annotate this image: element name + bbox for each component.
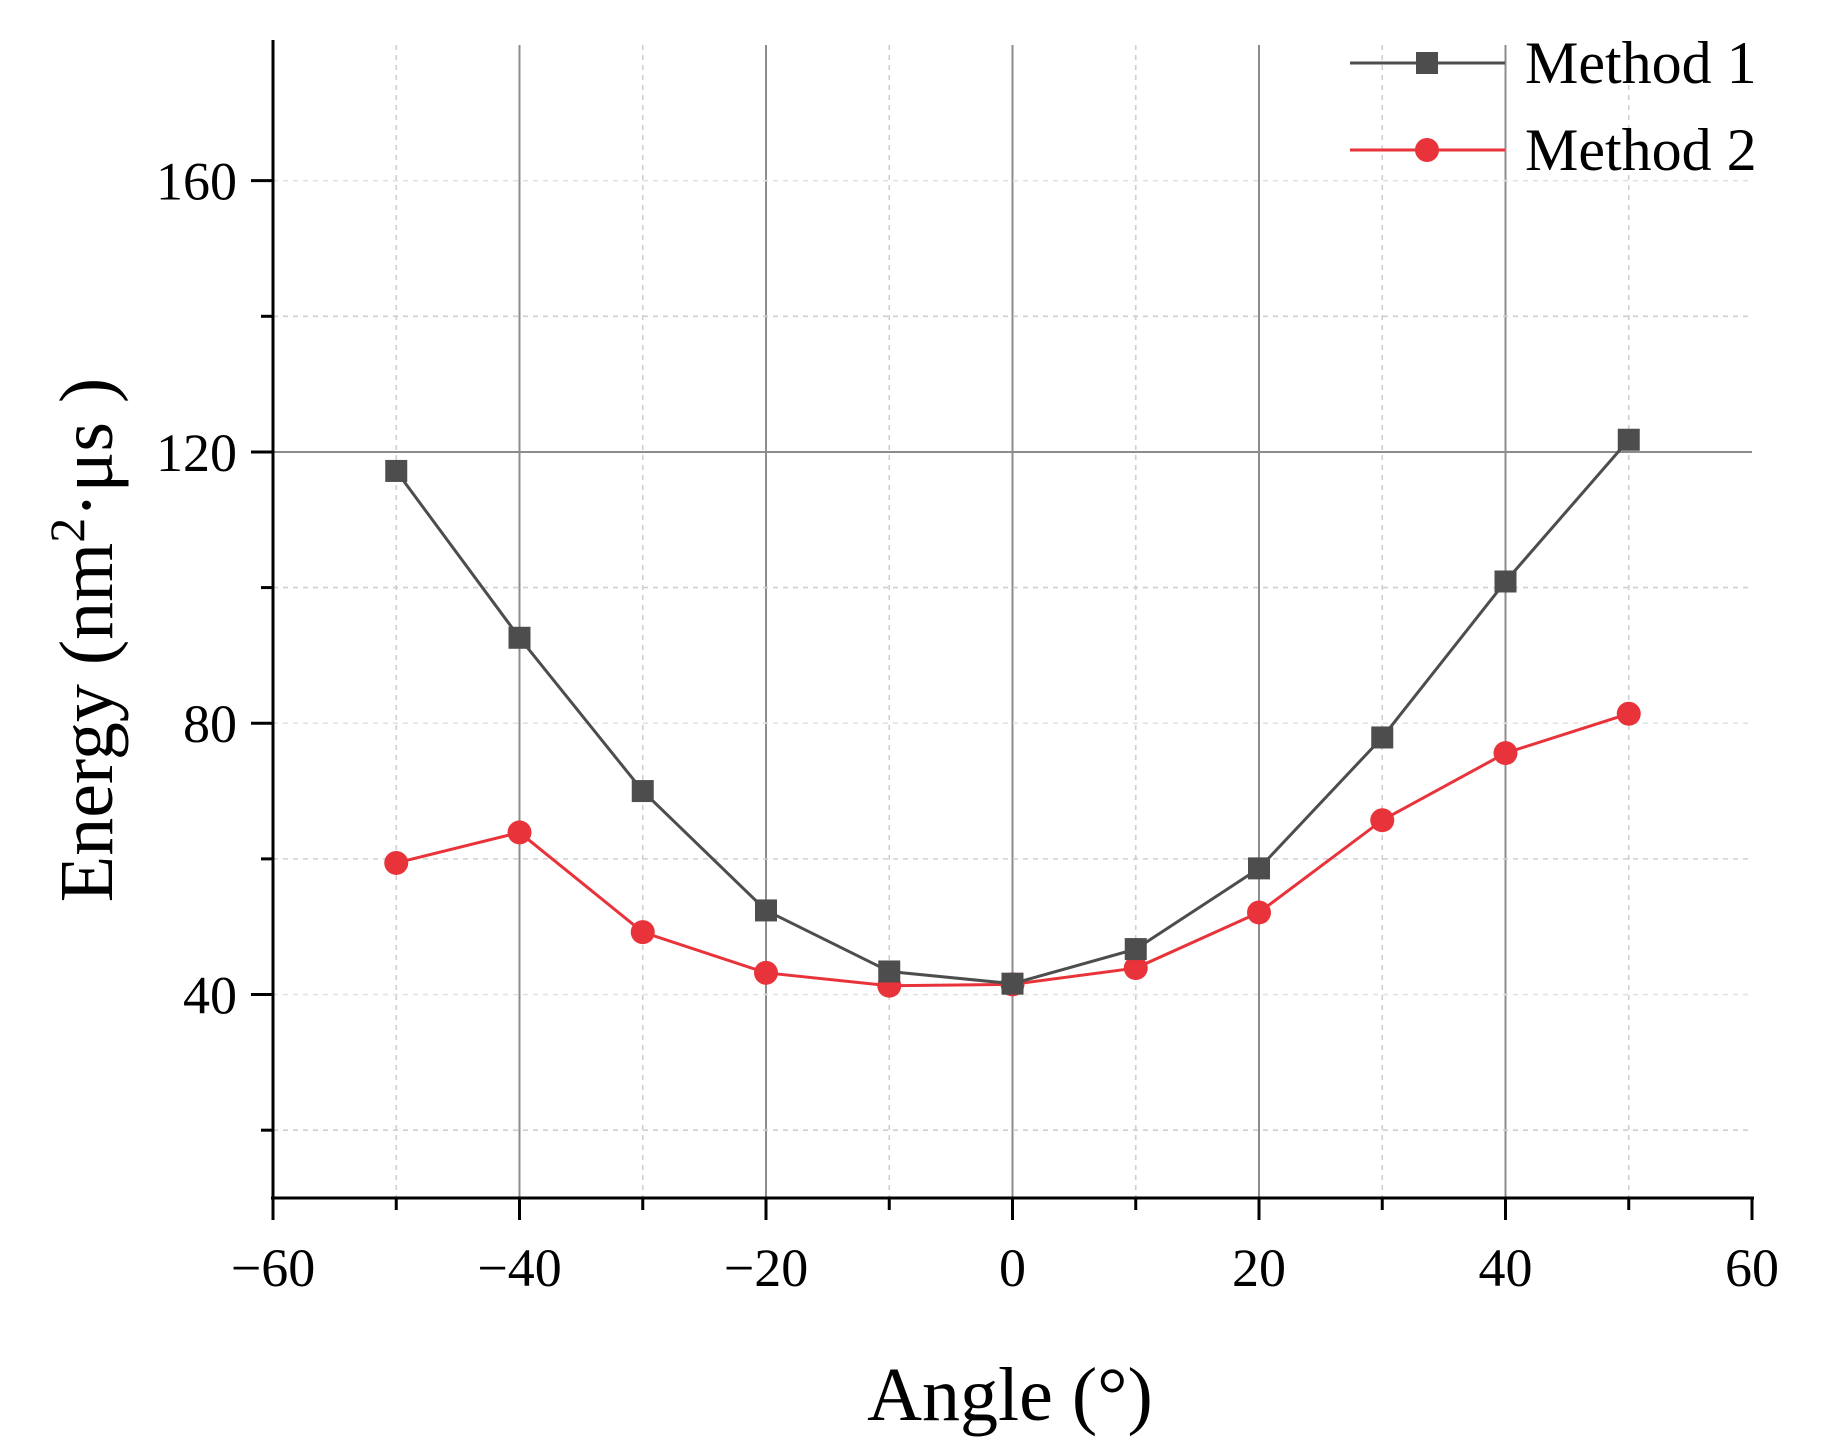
x-tick-label: 40 (1479, 1238, 1533, 1298)
data-point-square (385, 459, 408, 482)
data-point-circle (1123, 956, 1148, 981)
x-tick-label: 20 (1232, 1238, 1286, 1298)
data-point-circle (1616, 701, 1641, 726)
legend-item: Method 2 (1350, 117, 1757, 183)
data-point-square (755, 899, 777, 922)
x-axis-ticks: −60 −40 −20 0 20 40 60 (231, 1198, 1779, 1298)
data-point-square (1371, 726, 1394, 749)
data-point-square (1494, 570, 1517, 593)
data-point-square (878, 960, 901, 983)
x-axis-title: Angle (°) (867, 1353, 1153, 1437)
legend-marker-circle (1415, 138, 1439, 162)
legend-marker-square (1416, 52, 1438, 74)
data-point-square (1617, 428, 1640, 451)
y-tick-label: 80 (183, 694, 237, 754)
x-tick-label: −40 (477, 1238, 561, 1298)
data-point-square (1001, 972, 1024, 995)
y-axis-title: Energy (nm2·μs ) (39, 378, 129, 902)
y-tick-label: 40 (183, 966, 237, 1026)
data-point-circle (1247, 900, 1271, 925)
data-point-circle (1493, 741, 1518, 766)
grid-lines (273, 45, 1752, 1198)
x-tick-label: 0 (999, 1238, 1026, 1298)
legend-item: Method 1 (1350, 30, 1757, 96)
data-point-square (1248, 857, 1270, 880)
data-series (384, 428, 1641, 998)
data-point-square (631, 780, 654, 803)
data-point-circle (630, 920, 655, 945)
x-tick-label: 60 (1725, 1238, 1779, 1298)
y-axis-title-superscript: 2 (39, 518, 95, 543)
y-tick-label: 120 (156, 423, 237, 483)
data-point-circle (1370, 808, 1395, 833)
data-point-square (1124, 938, 1147, 961)
y-axis-title-main: Energy (nm (45, 543, 129, 903)
x-tick-label: −60 (231, 1238, 315, 1298)
data-point-square (508, 626, 531, 649)
data-point-circle (384, 850, 409, 875)
series-method-1 (385, 428, 1640, 995)
legend: Method 1 Method 2 (1350, 30, 1757, 183)
y-axis-title-rest: ·μs ) (45, 378, 129, 518)
legend-label: Method 2 (1525, 117, 1757, 183)
y-axis-ticks: 40 80 120 160 (156, 152, 273, 1132)
data-point-circle (754, 960, 778, 985)
legend-label: Method 1 (1525, 30, 1757, 96)
x-tick-label: −20 (724, 1238, 808, 1298)
y-tick-label: 160 (156, 152, 237, 212)
data-point-circle (507, 820, 532, 845)
